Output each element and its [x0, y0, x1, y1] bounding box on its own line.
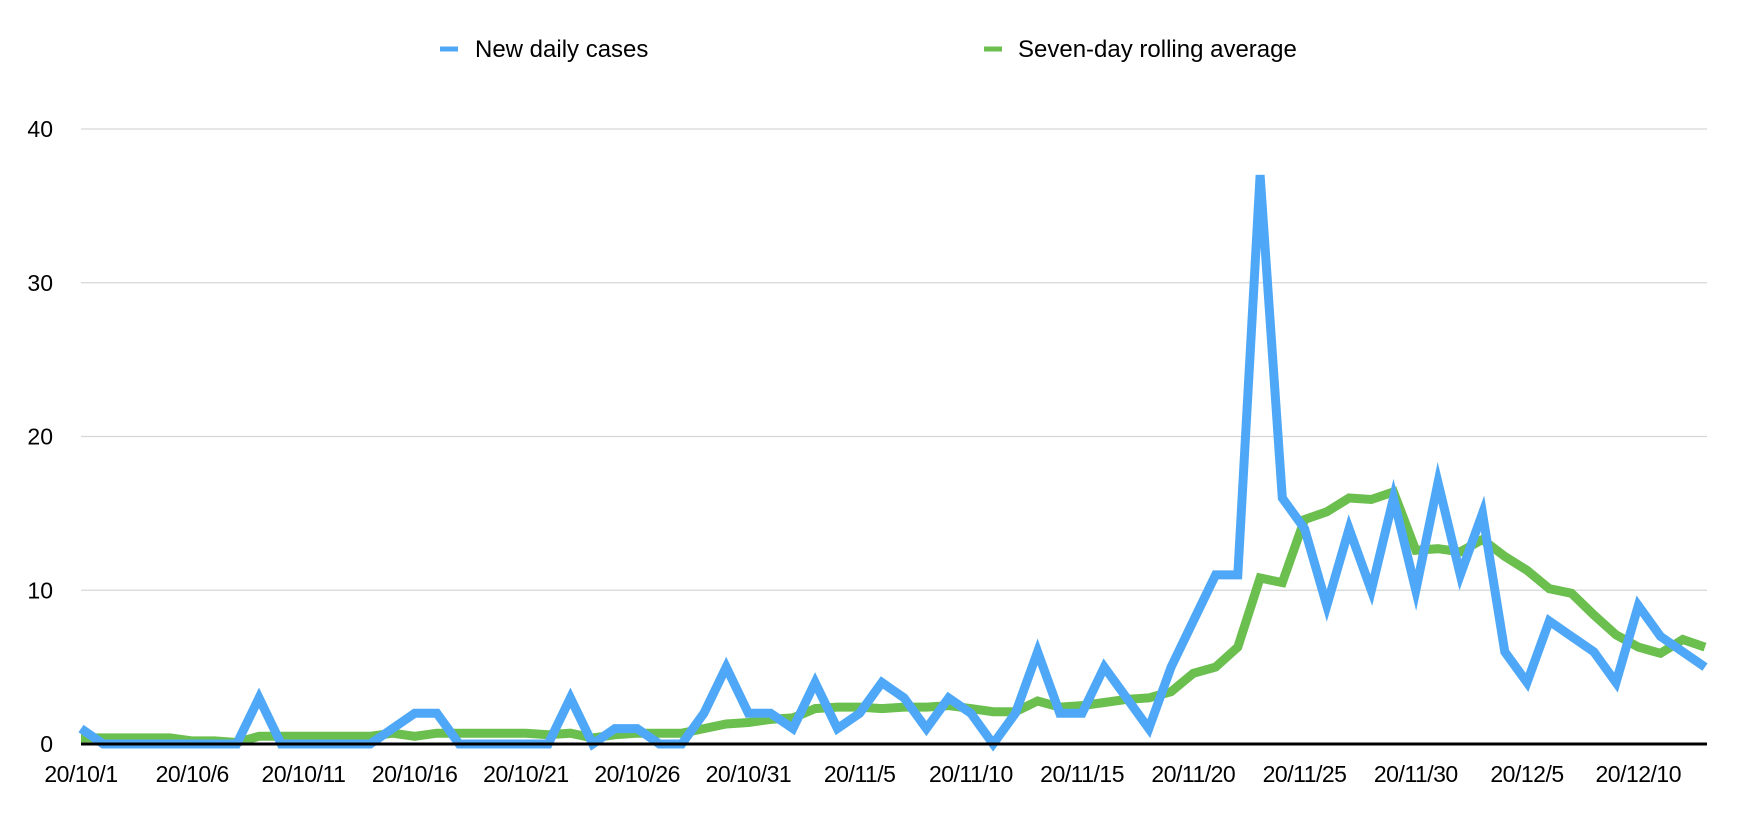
- y-axis-tick-labels: 0 10 20 30 40: [27, 116, 53, 757]
- y-tick-label: 30: [27, 270, 53, 296]
- x-tick-label: 20/11/30: [1374, 761, 1458, 787]
- series-line-seven-day-rolling-average: [81, 486, 1707, 748]
- legend-item-new-daily-cases[interactable]: New daily cases: [440, 36, 648, 63]
- x-tick-label: 20/11/25: [1263, 761, 1347, 787]
- x-tick-label: 20/10/31: [706, 761, 792, 787]
- legend-label-seven-day-rolling-average: Seven-day rolling average: [1018, 36, 1297, 63]
- legend: New daily cases Seven-day rolling averag…: [440, 36, 1297, 63]
- legend-label-new-daily-cases: New daily cases: [475, 36, 648, 63]
- y-tick-label: 20: [27, 424, 53, 450]
- x-tick-label: 20/11/20: [1151, 761, 1235, 787]
- legend-item-seven-day-rolling-average[interactable]: Seven-day rolling average: [984, 36, 1297, 63]
- x-tick-label: 20/10/16: [372, 761, 458, 787]
- x-tick-label: 20/10/6: [156, 761, 229, 787]
- x-tick-label: 20/11/10: [929, 761, 1013, 787]
- y-tick-label: 10: [27, 577, 53, 603]
- x-axis-tick-labels: 20/10/1 20/10/6 20/10/11 20/10/16 20/10/21 20…: [44, 761, 1681, 787]
- series-line-new-daily-cases: [78, 174, 1708, 752]
- x-tick-label: 20/10/1: [44, 761, 117, 787]
- x-tick-label: 20/10/11: [262, 761, 346, 787]
- y-tick-label: 0: [40, 731, 53, 757]
- gridlines: [81, 128, 1707, 591]
- x-tick-label: 20/10/26: [594, 761, 680, 787]
- y-tick-label: 40: [27, 116, 53, 142]
- x-tick-label: 20/11/15: [1040, 761, 1124, 787]
- x-tick-label: 20/12/10: [1595, 761, 1681, 787]
- series-lines: [78, 174, 1708, 752]
- x-tick-label: 20/10/21: [483, 761, 569, 787]
- x-tick-label: 20/11/5: [824, 761, 896, 787]
- x-tick-label: 20/12/5: [1490, 761, 1563, 787]
